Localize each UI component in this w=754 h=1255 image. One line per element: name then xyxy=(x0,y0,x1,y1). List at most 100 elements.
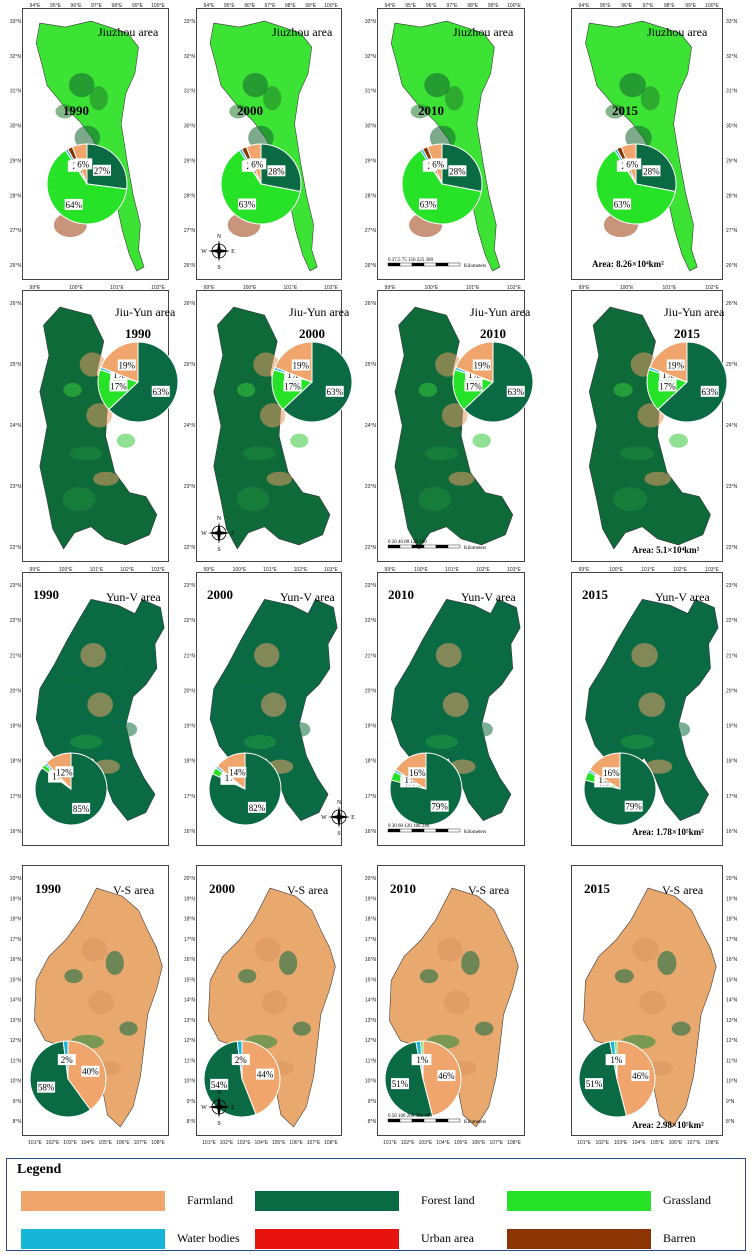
pie-label: 64% xyxy=(65,200,82,210)
latitude-tick: 32°N xyxy=(726,54,738,60)
pie-label-bg xyxy=(419,198,438,210)
latitude-tick: 19°N xyxy=(365,724,377,730)
latitude-tick: 21°N xyxy=(365,653,377,659)
longitude-tick: 100°E xyxy=(609,567,623,573)
latitude-tick: 11°N xyxy=(726,1058,737,1064)
region-title: Yun-V area xyxy=(461,590,516,604)
year-label: 2000 xyxy=(207,587,233,602)
latitude-tick: 11°N xyxy=(365,1058,376,1064)
latitude-tick: 15°N xyxy=(365,977,377,983)
longitude-tick: 99°E xyxy=(579,285,591,291)
latitude-tick: 13°N xyxy=(10,1018,22,1024)
legend-swatch xyxy=(255,1229,399,1249)
longitude-tick: 99°E xyxy=(305,3,317,9)
longitude-tick: 102°E xyxy=(476,567,490,573)
land-cover-patch xyxy=(88,990,114,1015)
longitude-tick: 95°E xyxy=(50,3,62,9)
pie-label-bg xyxy=(74,158,93,170)
longitude-tick: 96°E xyxy=(621,3,633,9)
latitude-tick: 29°N xyxy=(726,158,738,164)
longitude-tick: 101°E xyxy=(110,285,124,291)
region-title: Jiu-Yun area xyxy=(664,305,725,319)
longitude-tick: 96°E xyxy=(426,3,438,9)
latitude-tick: 28°N xyxy=(726,193,738,199)
legend-swatch xyxy=(507,1191,651,1211)
map-panel: 94°E 95°E 96°E 97°E 98°E 99°E 100°E 33°N 32°N 31°… xyxy=(10,3,169,280)
pie-label: 79% xyxy=(625,802,642,812)
land-cover-patch xyxy=(656,655,676,680)
land-cover-patch xyxy=(436,937,463,962)
pie-label: 1% xyxy=(416,1055,429,1065)
latitude-tick: 21°N xyxy=(184,653,196,659)
longitude-tick: 100°E xyxy=(243,285,257,291)
latitude-tick: 23°N xyxy=(10,583,22,589)
latitude-tick: 14°N xyxy=(184,998,196,1004)
map-panel: 99°E 100°E 101°E 102°E 103°E 23°N 22°N 21°N 20°N… xyxy=(365,567,525,846)
map-panel: 101°E 102°E 103°E 104°E 105°E 106°E 107°E 108°E… xyxy=(10,865,169,1146)
pie-label-bg xyxy=(248,158,267,170)
latitude-tick: 22°N xyxy=(726,545,738,551)
latitude-tick: 22°N xyxy=(10,618,22,624)
longitude-tick: 101°E xyxy=(662,285,676,291)
latitude-tick: 18°N xyxy=(10,917,22,923)
latitude-tick: 27°N xyxy=(365,228,377,234)
scale-bar-unit: Kilometers xyxy=(464,1120,486,1125)
latitude-tick: 22°N xyxy=(726,618,738,624)
region-title: V-S area xyxy=(287,883,329,897)
longitude-tick: 106°E xyxy=(289,1140,303,1146)
longitude-tick: 100°E xyxy=(233,567,247,573)
region-title: Jiu-Yun area xyxy=(470,305,531,319)
compass-letter: S xyxy=(337,831,340,837)
land-cover-patch xyxy=(418,382,438,397)
latitude-tick: 29°N xyxy=(10,158,22,164)
pie-label: 16% xyxy=(603,768,620,778)
latitude-tick: 26°N xyxy=(184,301,196,307)
latitude-tick: 18°N xyxy=(184,917,196,923)
land-cover-patch xyxy=(260,692,287,717)
longitude-tick: 103°E xyxy=(614,1140,628,1146)
pie-label: 17% xyxy=(465,381,482,391)
latitude-tick: 16°N xyxy=(365,829,377,835)
pie-label-bg xyxy=(658,380,677,392)
land-cover-patch xyxy=(119,1021,138,1036)
land-cover-patch xyxy=(255,937,281,962)
latitude-tick: 26°N xyxy=(10,263,22,269)
longitude-tick: 99°E xyxy=(579,567,591,573)
scale-bar-ticks: 0 50 100 200 300 400 xyxy=(388,1114,432,1119)
pie-label-bg xyxy=(408,767,427,779)
pie-label: 1% xyxy=(287,370,300,380)
pie-label-bg xyxy=(437,1070,456,1082)
pie-label-bg xyxy=(666,359,685,371)
pie-label: 14% xyxy=(229,768,246,778)
land-cover-patch xyxy=(638,692,666,717)
latitude-tick: 23°N xyxy=(365,484,377,490)
compass-letter: N xyxy=(337,800,342,806)
longitude-tick: 102°E xyxy=(324,285,338,291)
pie-label-bg xyxy=(585,1078,604,1090)
latitude-tick: 25°N xyxy=(726,362,738,368)
land-cover-patch xyxy=(292,1021,311,1036)
map-panel: 101°E 102°E 103°E 104°E 105°E 106°E 107°E 108°E… xyxy=(365,865,525,1146)
latitude-tick: 19°N xyxy=(184,896,196,902)
latitude-tick: 33°N xyxy=(184,19,196,25)
map-panel: 99°E 100°E 101°E 102°E 26°N 25°N 24°N 23°N 22°N J… xyxy=(184,285,353,562)
land-cover-patch xyxy=(419,969,439,984)
legend-label: Barren xyxy=(663,1231,696,1245)
year-label: 2000 xyxy=(237,103,263,118)
pie-label: 40% xyxy=(82,1067,99,1077)
pie-label: 6% xyxy=(626,159,639,169)
pie-label: 63% xyxy=(239,200,256,210)
pie-label: 82% xyxy=(249,803,266,813)
longitude-tick: 101°E xyxy=(283,285,297,291)
latitude-tick: 29°N xyxy=(365,158,377,164)
longitude-tick: 94°E xyxy=(579,3,591,9)
legend-label: Water bodies xyxy=(177,1231,240,1245)
latitude-tick: 8°N xyxy=(368,1119,377,1125)
latitude-tick: 24°N xyxy=(10,423,22,429)
compass-letter: N xyxy=(217,234,222,240)
latitude-tick: 25°N xyxy=(184,362,196,368)
land-cover-patch xyxy=(474,722,493,737)
pie-label-bg xyxy=(64,198,83,210)
pie-label: 51% xyxy=(586,1079,603,1089)
latitude-tick: 32°N xyxy=(365,54,377,60)
